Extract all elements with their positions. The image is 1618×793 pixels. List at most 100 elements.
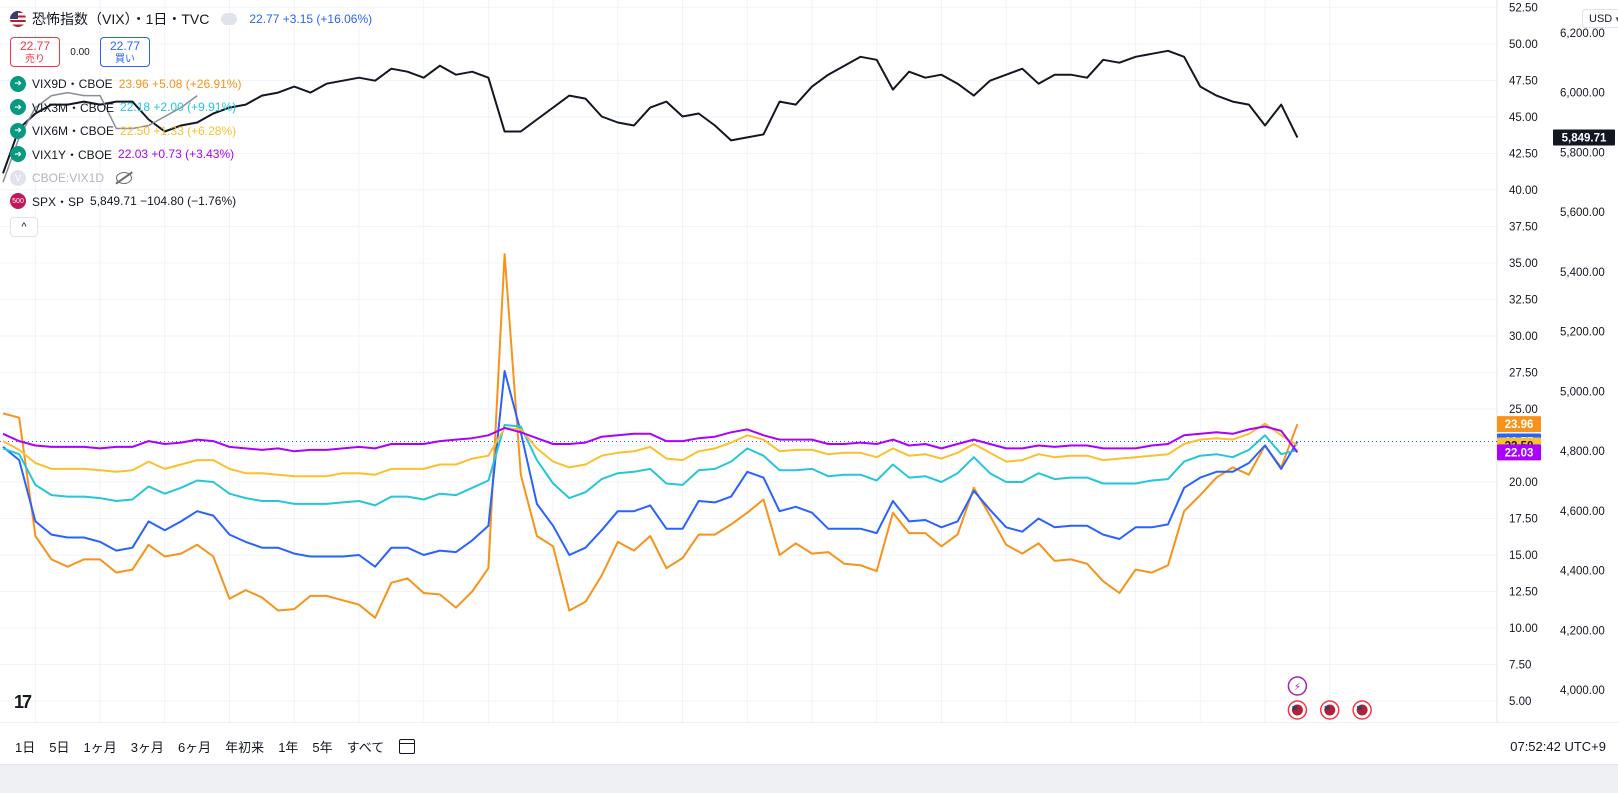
left-axis-tick: 40.00	[1509, 185, 1538, 197]
right-axis-tick: 4,200.00	[1560, 625, 1605, 637]
symbol-title-row[interactable]: 恐怖指数（VIX）・1日・TVC 22.77 +3.15 (+16.06%)	[10, 8, 372, 30]
collapse-legend-button[interactable]: ^	[10, 217, 38, 237]
arrow-icon: ➜	[10, 99, 26, 116]
series-line-spx	[2, 49, 1299, 174]
us-flag-canton	[1357, 706, 1363, 710]
chart-svg[interactable]: 52.50 50.00 47.50 45.00 42.50 40.00 37.50 35.00…	[0, 0, 1618, 723]
right-axis-tick: 4,800.00	[1560, 446, 1605, 458]
right-axis-tick: 5,200.00	[1560, 327, 1605, 339]
currency-label: USD	[1589, 13, 1613, 25]
legend-symbol: VIX6M・CBOE	[32, 124, 115, 139]
legend-symbol: CBOE:VIX1D	[32, 170, 105, 185]
currency-selector[interactable]: USD ▾	[1582, 9, 1618, 28]
legend-panel: 恐怖指数（VIX）・1日・TVC 22.77 +3.15 (+16.06%) 2…	[10, 8, 372, 237]
left-axis-tick: 42.50	[1509, 148, 1538, 160]
series-line-vix3m	[2, 424, 1298, 507]
arrow-icon: ➜	[10, 146, 26, 163]
range-6m-button[interactable]: 6ヶ月	[177, 739, 212, 755]
left-axis-tick: 45.00	[1509, 112, 1538, 124]
series-line-vix6m	[2, 422, 1298, 478]
spx-icon: 500	[10, 193, 26, 210]
last-value-label: 22.03	[1505, 447, 1534, 459]
legend-value: 23.96 +5.08 (+26.91%)	[118, 76, 242, 91]
left-axis-tick: 50.00	[1509, 39, 1538, 51]
range-all-button[interactable]: すべて	[346, 739, 385, 755]
right-axis-tick: 5,800.00	[1560, 147, 1605, 159]
right-axis-tick: 4,600.00	[1560, 506, 1605, 518]
right-axis-tick: 4,000.00	[1560, 685, 1605, 697]
legend-symbol: VIX1Y・CBOE	[32, 147, 113, 162]
sell-price: 22.77	[19, 39, 51, 53]
symbol-title[interactable]: 恐怖指数（VIX）・1日・TVC	[32, 11, 210, 27]
left-axis-tick: 15.00	[1509, 550, 1538, 562]
left-axis-tick: 35.00	[1509, 258, 1538, 270]
last-value-badge	[1497, 416, 1541, 433]
left-axis-tick: 7.50	[1509, 660, 1531, 672]
us-flag-icon	[10, 11, 26, 27]
sell-label: 売り	[25, 54, 45, 65]
legend-item-vix3m[interactable]: ➜ VIX3M・CBOE 22.18 +2.00 (+9.91%)	[10, 96, 372, 120]
left-axis-tick: 30.00	[1509, 331, 1538, 343]
legend-symbol: SPX・SP	[32, 194, 85, 209]
range-1m-button[interactable]: 1ヶ月	[83, 739, 117, 755]
range-1d-button[interactable]: 1日	[15, 739, 36, 755]
calendar-goto-icon[interactable]	[399, 738, 416, 754]
range-5d-button[interactable]: 5日	[49, 739, 70, 755]
chevron-down-icon: ▾	[1615, 14, 1618, 24]
right-axis-tick: 4,400.00	[1560, 566, 1605, 578]
left-axis-tick: 47.50	[1509, 75, 1538, 87]
left-axis-tick: 37.50	[1509, 221, 1538, 233]
arrow-icon: ➜	[10, 75, 26, 92]
legend-value: 22.18 +2.00 (+9.91%)	[120, 100, 237, 115]
market-status-dot[interactable]	[221, 13, 238, 25]
legend-item-vix1d[interactable]: V CBOE:VIX1D	[10, 166, 372, 190]
bottom-frame	[0, 764, 1618, 793]
left-axis-tick: 52.50	[1509, 2, 1538, 14]
left-axis-tick: 17.50	[1509, 514, 1538, 526]
legend-item-spx[interactable]: 500 SPX・SP 5,849.71 −104.80 (−1.76%)	[10, 190, 372, 214]
right-axis-tick: 5,400.00	[1560, 267, 1605, 279]
price-change: 22.77 +3.15 (+16.06%)	[249, 12, 373, 26]
legend-item-vix9d[interactable]: ➜ VIX9D・CBOE 23.96 +5.08 (+26.91%)	[10, 72, 372, 96]
buy-price: 22.77	[109, 39, 141, 53]
symbol-logo-icon: V	[10, 169, 26, 186]
last-value-label: 5,849.71	[1562, 133, 1607, 145]
last-value-badge	[1553, 129, 1615, 146]
range-3m-button[interactable]: 3ヶ月	[130, 739, 164, 755]
arrow-icon: ➜	[10, 122, 26, 139]
series-line-vix1d	[2, 91, 198, 183]
tradingview-logo[interactable]: 17	[14, 692, 32, 712]
legend-value: 22.03 +0.73 (+3.43%)	[118, 147, 235, 162]
clock[interactable]: 07:52:42 UTC+9	[1510, 738, 1606, 754]
legend-item-vix6m[interactable]: ➜ VIX6M・CBOE 22.50 +1.33 (+6.28%)	[10, 119, 372, 143]
range-1y-button[interactable]: 1年	[278, 739, 299, 755]
bottom-toolbar: 1日 5日 1ヶ月 3ヶ月 6ヶ月 年初来 1年 5年 すべて 07:52:42…	[0, 729, 1618, 763]
buy-button[interactable]: 22.77 買い	[100, 37, 150, 67]
last-value-badge	[1497, 444, 1541, 461]
series-line-vix9d	[2, 253, 1299, 619]
chart-area[interactable]: 52.50 50.00 47.50 45.00 42.50 40.00 37.50 35.00…	[0, 0, 1618, 723]
trade-buttons: 22.77 売り 0.00 22.77 買い	[10, 36, 372, 68]
left-axis-tick: 27.50	[1509, 367, 1538, 379]
right-axis-tick: 5,000.00	[1560, 386, 1605, 398]
left-axis-tick: 32.50	[1509, 294, 1538, 306]
series-line-vix1y	[2, 425, 1299, 453]
hidden-eye-icon[interactable]	[116, 171, 133, 184]
left-axis-tick: 25.00	[1509, 404, 1538, 416]
legend-value: 22.50 +1.33 (+6.28%)	[120, 123, 237, 138]
legend-symbol: VIX9D・CBOE	[32, 77, 113, 92]
left-axis-tick: 20.00	[1509, 477, 1538, 489]
right-axis-tick: 6,000.00	[1560, 88, 1605, 100]
range-5y-button[interactable]: 5年	[312, 739, 333, 755]
right-axis-tick: 5,600.00	[1560, 207, 1605, 219]
us-flag-canton	[1324, 706, 1330, 710]
range-ytd-button[interactable]: 年初来	[225, 739, 265, 755]
left-axis-tick: 5.00	[1509, 696, 1531, 708]
right-axis-tick: 6,200.00	[1560, 28, 1605, 40]
event-dividend-icon	[1287, 676, 1308, 696]
left-axis-tick: 12.50	[1509, 587, 1538, 599]
legend-item-vix1y[interactable]: ➜ VIX1Y・CBOE 22.03 +0.73 (+3.43%)	[10, 143, 372, 167]
left-axis-tick: 10.00	[1509, 623, 1538, 635]
sell-button[interactable]: 22.77 売り	[10, 37, 60, 67]
bolt-icon: ⚡	[1294, 682, 1301, 693]
